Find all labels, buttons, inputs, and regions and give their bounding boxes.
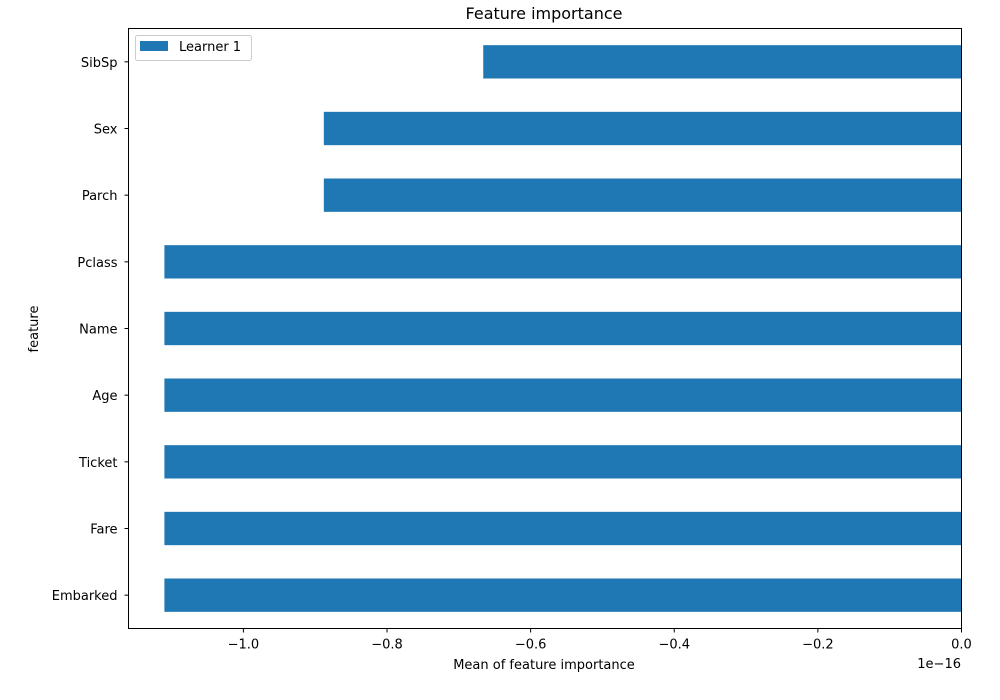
x-tick-label: −0.8	[371, 638, 403, 653]
bar-sex	[323, 111, 962, 146]
plot-frame	[128, 28, 962, 629]
y-axis-ticks: SibSp Sex Parch Pclass Name Age Ticket Fare Emba…	[52, 56, 129, 604]
x-tick-label: −0.2	[802, 638, 834, 653]
x-tick-label: 0.0	[951, 638, 972, 653]
y-tick-label: Age	[92, 389, 117, 404]
y-tick-label: SibSp	[81, 56, 118, 71]
y-tick-label: Sex	[94, 123, 118, 138]
bar-parch	[323, 178, 962, 212]
bar-ticket	[164, 445, 962, 479]
x-tick-label: −1.0	[228, 638, 260, 653]
x-tick-label: −0.6	[515, 638, 547, 653]
bar-embarked	[164, 578, 962, 612]
y-tick-label: Pclass	[77, 256, 117, 271]
legend-label: Learner 1	[179, 40, 241, 55]
y-tick-label: Parch	[82, 189, 118, 204]
bar-age	[164, 378, 962, 412]
chart-title: Feature importance	[466, 4, 623, 23]
y-tick-label: Embarked	[52, 589, 118, 604]
y-tick-label: Name	[79, 323, 117, 338]
y-tick-label: Ticket	[78, 456, 117, 471]
bar-name	[164, 311, 962, 346]
x-axis-label: Mean of feature importance	[453, 658, 635, 673]
legend: Learner 1	[135, 35, 252, 61]
bars-group	[164, 45, 962, 612]
x-axis-offset-text: 1e−16	[917, 657, 961, 672]
bar-sibsp	[483, 45, 962, 79]
y-axis-label: feature	[27, 306, 42, 353]
legend-swatch	[140, 41, 168, 51]
bar-fare	[164, 511, 962, 546]
y-tick-label: Fare	[90, 523, 117, 538]
bar-pclass	[164, 245, 962, 279]
x-axis-ticks: −1.0 −0.8 −0.6 −0.4 −0.2 0.0	[228, 628, 972, 653]
x-tick-label: −0.4	[658, 638, 690, 653]
